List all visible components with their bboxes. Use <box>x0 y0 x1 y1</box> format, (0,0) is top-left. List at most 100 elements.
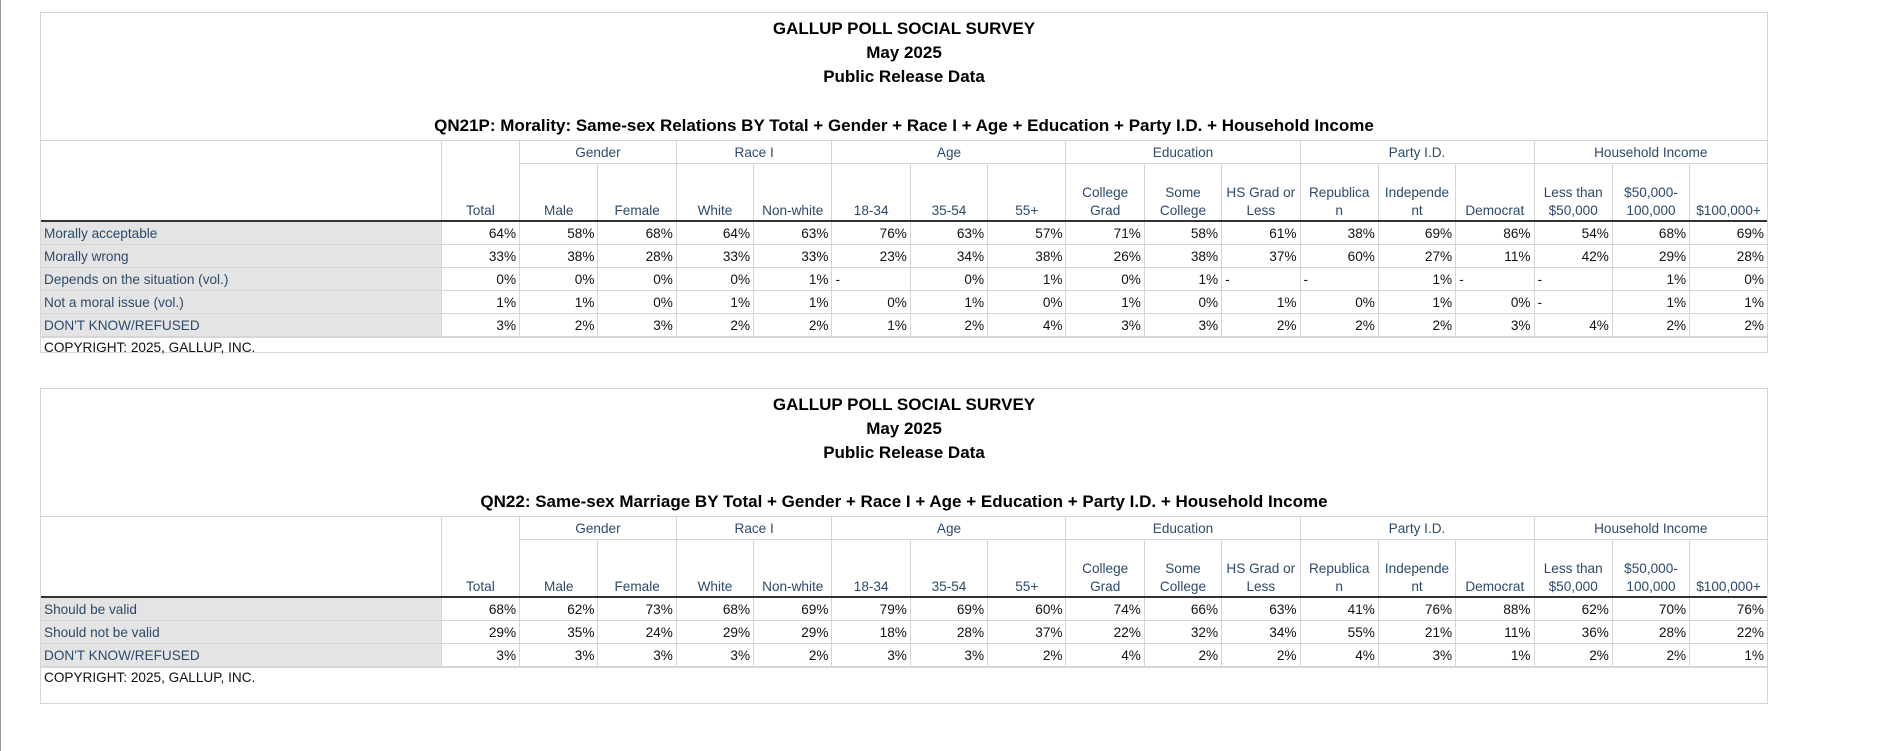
table-cell: 62% <box>1533 597 1613 621</box>
table-cell: 3% <box>909 643 988 667</box>
row-label: Should not be valid <box>41 620 442 644</box>
table-cell: 3% <box>831 643 911 667</box>
table-cell: 2% <box>753 313 832 337</box>
table-cell: 2% <box>987 643 1066 667</box>
column-header: Female <box>597 539 677 598</box>
table-cell: 3% <box>597 313 677 337</box>
table-cell: 60% <box>1299 244 1379 268</box>
survey-title: GALLUP POLL SOCIAL SURVEY <box>772 395 1036 414</box>
group-header: Education <box>1065 140 1300 164</box>
table-cell: 2% <box>519 313 598 337</box>
table-cell: - <box>1533 267 1613 291</box>
table-row: Morally acceptable 64% 58% 68% 64% 63% 76% 63% 5… <box>41 221 1767 245</box>
table-row: DON'T KNOW/REFUSED 3% 3% 3% 3% 2% 3% 3% 2% 4% 2% 2%… <box>41 643 1767 667</box>
table-cell: 74% <box>1065 597 1145 621</box>
table-cell: 1% <box>1221 290 1300 314</box>
table-cell: 76% <box>831 221 911 245</box>
table-cell: 33% <box>753 244 832 268</box>
table-cell: 79% <box>831 597 911 621</box>
table-cell: 33% <box>440 244 520 268</box>
table-cell: 26% <box>1065 244 1145 268</box>
table-cell: 41% <box>1299 597 1379 621</box>
table-cell: 1% <box>1377 290 1456 314</box>
column-header: Independe nt <box>1377 539 1456 598</box>
column-header: White <box>675 163 754 222</box>
table-cell: 4% <box>1065 643 1145 667</box>
table-cell: 2% <box>1377 313 1456 337</box>
column-header: Democrat <box>1455 163 1534 222</box>
table-cell: 29% <box>753 620 832 644</box>
table-cell: 37% <box>1221 244 1300 268</box>
column-header-row: Total Male Female White Non-white 18-34 35-54 5… <box>41 539 1767 598</box>
table-cell: 68% <box>440 597 520 621</box>
table-cell: 76% <box>1689 597 1767 621</box>
column-header: Republica n <box>1299 539 1379 598</box>
table-cell: 68% <box>597 221 677 245</box>
column-header: College Grad <box>1065 163 1145 222</box>
table-cell: 29% <box>440 620 520 644</box>
table-cell: 3% <box>519 643 598 667</box>
column-header: Less than $50,000 <box>1533 539 1613 598</box>
column-header: Democrat <box>1455 539 1534 598</box>
crosstab-table: Gender Race I Age Education Party I.D. Househ… <box>41 140 1767 337</box>
column-header: Male <box>519 539 598 598</box>
table-cell: 2% <box>1143 643 1222 667</box>
group-header: Household Income <box>1533 140 1767 164</box>
column-header: Independe nt <box>1377 163 1456 222</box>
table-cell: 2% <box>753 643 832 667</box>
table-cell: 2% <box>675 313 754 337</box>
table-cell: 33% <box>675 244 754 268</box>
table-cell: 69% <box>909 597 988 621</box>
crosstab-block-qn22: GALLUP POLL SOCIAL SURVEY May 2025 Publi… <box>40 388 1768 704</box>
table-cell: 1% <box>1689 290 1767 314</box>
table-cell: 68% <box>1611 221 1690 245</box>
column-header: Non-white <box>753 539 832 598</box>
table-cell: 38% <box>519 244 598 268</box>
table-cell: 38% <box>1299 221 1379 245</box>
table-cell: 1% <box>519 290 598 314</box>
group-header: Age <box>831 140 1066 164</box>
table-cell: 1% <box>1689 643 1767 667</box>
copyright: COPYRIGHT: 2025, GALLUP, INC. <box>41 667 1767 688</box>
table-cell: 1% <box>675 290 754 314</box>
survey-title: GALLUP POLL SOCIAL SURVEY <box>772 19 1036 38</box>
table-cell: 64% <box>440 221 520 245</box>
table-cell: 2% <box>1221 313 1300 337</box>
table-cell: 35% <box>519 620 598 644</box>
column-header: Total <box>440 163 520 222</box>
table-cell: - <box>1533 290 1613 314</box>
column-header: Some College <box>1143 539 1222 598</box>
table-cell: 0% <box>1299 290 1379 314</box>
table-cell: 3% <box>440 643 520 667</box>
table-cell: 2% <box>1689 313 1767 337</box>
table-cell: 11% <box>1455 244 1534 268</box>
row-label: Morally wrong <box>41 244 442 268</box>
table-cell: 62% <box>519 597 598 621</box>
table-cell: 3% <box>597 643 677 667</box>
table-cell: 34% <box>1221 620 1300 644</box>
row-label: Should be valid <box>41 597 442 621</box>
row-label: Not a moral issue (vol.) <box>41 290 442 314</box>
table-cell: 0% <box>597 267 677 291</box>
row-label: Depends on the situation (vol.) <box>41 267 442 291</box>
table-cell: 1% <box>909 290 988 314</box>
survey-date: May 2025 <box>866 43 942 62</box>
table-cell: 0% <box>440 267 520 291</box>
group-header: Party I.D. <box>1299 516 1534 540</box>
column-header: HS Grad or Less <box>1221 539 1300 598</box>
column-header: Non-white <box>753 163 832 222</box>
table-cell: 0% <box>1143 290 1222 314</box>
left-border <box>0 0 1 751</box>
table-cell: 69% <box>1377 221 1456 245</box>
column-header: Total <box>440 539 520 598</box>
table-cell: 38% <box>987 244 1066 268</box>
table-cell: 0% <box>831 290 911 314</box>
table-cell: 1% <box>1377 267 1456 291</box>
table-cell: 29% <box>675 620 754 644</box>
table-cell: 1% <box>1611 290 1690 314</box>
group-header: Gender <box>519 516 677 540</box>
column-header: HS Grad or Less <box>1221 163 1300 222</box>
table-cell: 88% <box>1455 597 1534 621</box>
table-cell: 1% <box>1065 290 1145 314</box>
table-cell: 58% <box>1143 221 1222 245</box>
